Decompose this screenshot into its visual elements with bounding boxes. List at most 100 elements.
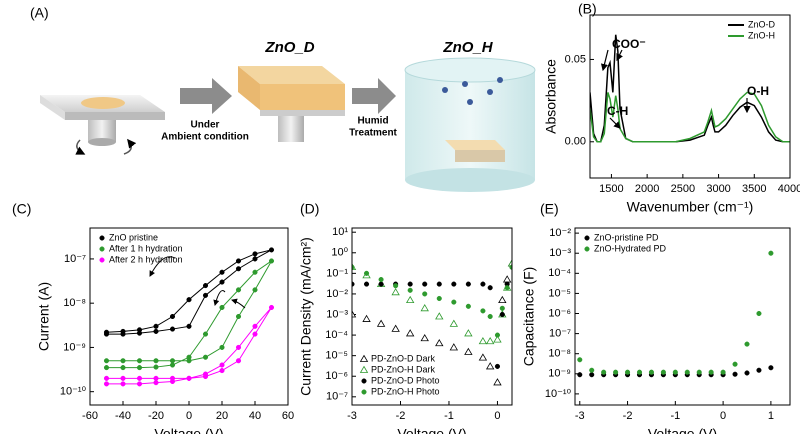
- marker: [625, 369, 631, 375]
- marker: [744, 370, 750, 376]
- marker: [507, 259, 512, 267]
- marker: [756, 367, 762, 373]
- marker: [696, 369, 702, 375]
- marker: [601, 369, 607, 375]
- x-tick-label: 60: [282, 410, 294, 422]
- legend-swatch: [584, 235, 590, 241]
- series-line: [590, 34, 790, 143]
- series-line: [106, 307, 272, 385]
- x-tick-label: -1: [444, 410, 454, 422]
- marker: [485, 362, 495, 370]
- spin-coater: [40, 95, 165, 155]
- plot-area: [352, 259, 512, 386]
- legend-label: PD-ZnO-H Dark: [371, 364, 436, 374]
- marker: [577, 372, 583, 378]
- legend-swatch: [99, 246, 105, 252]
- marker: [660, 369, 666, 375]
- marker: [252, 251, 258, 257]
- marker: [103, 329, 110, 335]
- marker: [219, 362, 225, 368]
- legend-label: ZnO-H: [748, 30, 775, 40]
- marker: [451, 299, 457, 305]
- zno-d-device: [238, 66, 345, 142]
- marker: [235, 344, 242, 350]
- x-tick-label: 3500: [742, 183, 766, 195]
- marker: [613, 369, 619, 375]
- marker: [499, 311, 505, 318]
- marker: [436, 295, 442, 302]
- marker: [499, 305, 505, 311]
- y-tick-label: 0.05: [565, 53, 586, 65]
- y-tick-label: 10⁻⁷: [64, 253, 86, 265]
- marker: [235, 358, 242, 364]
- x-axis-label: Voltage (V): [397, 426, 466, 434]
- panel-label: (C): [12, 201, 31, 217]
- y-tick-label: 10⁻⁵: [548, 287, 571, 299]
- y-tick-label: 10⁻⁴: [548, 267, 571, 279]
- marker: [120, 358, 126, 364]
- y-tick-label: 10⁻¹⁰: [545, 388, 572, 400]
- marker: [362, 314, 371, 322]
- marker: [268, 304, 275, 311]
- legend-label: ZnO-D: [748, 19, 776, 29]
- x-tick-label: 3000: [706, 183, 730, 195]
- panel-label: (D): [300, 201, 319, 217]
- marker: [405, 295, 415, 304]
- y-tick-label: 10⁻⁹: [63, 341, 86, 353]
- marker: [464, 329, 473, 337]
- marker: [153, 380, 159, 386]
- marker: [169, 358, 176, 364]
- marker: [504, 285, 510, 291]
- plot-area: [577, 250, 774, 378]
- annotation-arrow: [600, 49, 609, 72]
- marker: [153, 358, 159, 364]
- annotation: COO⁻: [612, 37, 646, 51]
- y-tick-label: 10⁻⁸: [548, 348, 571, 360]
- marker: [169, 378, 176, 385]
- marker: [420, 333, 429, 342]
- x-tick-label: 20: [216, 410, 228, 422]
- legend-label: PD-ZnO-D Photo: [371, 375, 440, 385]
- marker: [487, 313, 493, 320]
- marker: [451, 281, 457, 287]
- stage-title: ZnO_H: [442, 39, 493, 56]
- marker: [268, 247, 275, 253]
- plot-area: [590, 34, 790, 143]
- marker: [478, 336, 488, 345]
- marker: [186, 297, 192, 303]
- step-label: Ambient condition: [161, 132, 249, 143]
- marker: [684, 369, 690, 375]
- y-tick-label: 10⁻³: [549, 247, 571, 259]
- marker: [756, 310, 762, 317]
- marker: [136, 381, 143, 387]
- x-tick-label: -3: [347, 410, 357, 422]
- marker: [464, 347, 473, 355]
- legend-label: ZnO-pristine PD: [594, 232, 659, 242]
- y-tick-label: 10⁰: [331, 247, 348, 259]
- direction-arrow: [231, 298, 246, 309]
- marker: [672, 369, 678, 375]
- panel-label: (A): [30, 5, 49, 21]
- x-axis-label: Wavenumber (cm⁻¹): [627, 199, 754, 215]
- x-tick-label: 1500: [599, 183, 623, 195]
- marker: [465, 281, 471, 287]
- marker: [186, 354, 192, 360]
- marker: [478, 353, 488, 361]
- legend-swatch: [359, 354, 369, 362]
- marker: [480, 281, 486, 287]
- stage-title: ZnO_D: [264, 39, 314, 56]
- marker: [436, 281, 442, 287]
- marker: [363, 270, 370, 276]
- marker: [202, 354, 209, 360]
- marker: [577, 357, 583, 363]
- legend-swatch: [99, 257, 105, 263]
- marker: [494, 363, 501, 369]
- marker: [219, 344, 225, 350]
- marker: [186, 375, 192, 381]
- marker: [235, 258, 242, 264]
- plot-frame: [89, 227, 289, 406]
- marker: [494, 332, 501, 338]
- marker: [485, 336, 495, 345]
- marker: [363, 281, 370, 287]
